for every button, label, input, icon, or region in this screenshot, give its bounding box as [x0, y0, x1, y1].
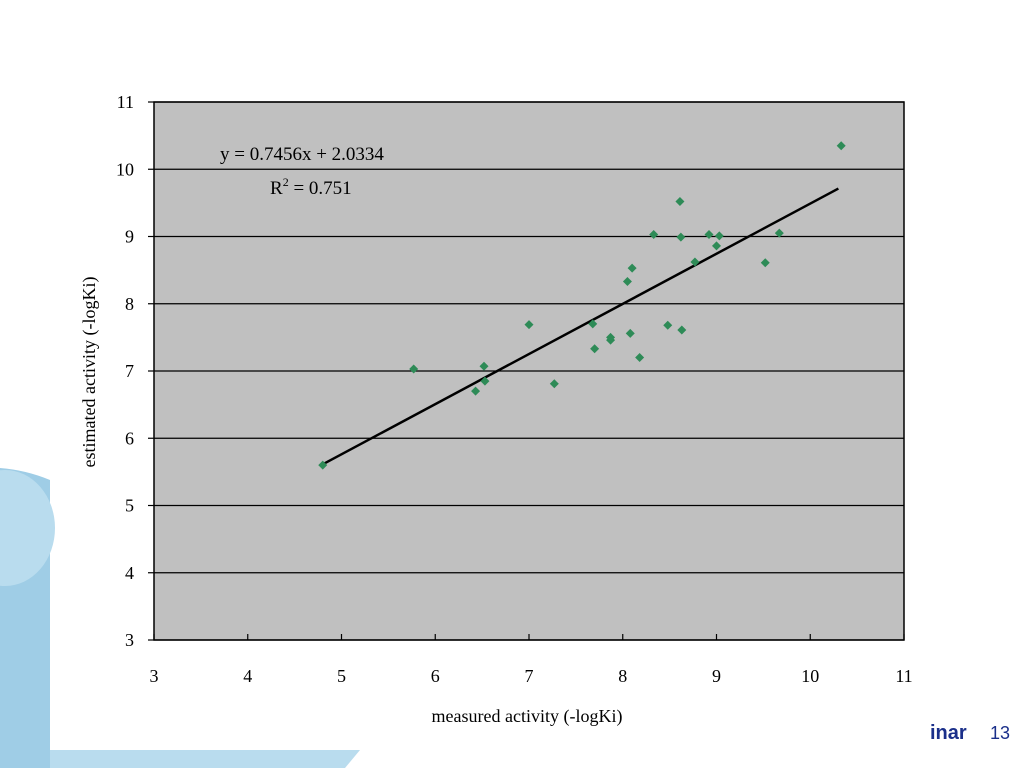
data-point: [524, 320, 534, 330]
x-tick-label-3: 3: [150, 666, 159, 686]
y-tick-label-9: 9: [125, 227, 134, 247]
data-point: [471, 386, 481, 396]
r-squared-superscript: 2: [283, 175, 289, 189]
slide-number: 13: [990, 723, 1011, 743]
decor-circle: [0, 470, 55, 586]
data-point: [549, 379, 559, 389]
y-tick-label-8: 8: [125, 294, 134, 314]
x-axis: 3 4 5 6 7 8 9 10 11: [150, 634, 913, 686]
data-point: [622, 277, 632, 287]
data-point: [663, 320, 673, 330]
data-point: [836, 141, 846, 151]
data-point: [318, 460, 328, 470]
y-tick-label-3: 3: [125, 630, 134, 650]
y-tick-label-4: 4: [125, 563, 134, 583]
y-tick-label-5: 5: [125, 496, 134, 516]
data-point: [590, 344, 600, 354]
data-point: [409, 364, 419, 374]
data-point: [479, 361, 489, 371]
x-tick-label-10: 10: [801, 666, 819, 686]
data-point: [606, 332, 616, 342]
x-tick-label-11: 11: [895, 666, 912, 686]
data-point: [712, 241, 721, 251]
data-point: [675, 197, 685, 207]
equation-label: y = 0.7456x + 2.0334: [220, 144, 384, 165]
data-points: [318, 141, 846, 470]
data-point: [627, 263, 637, 273]
y-axis-title: estimated activity (-logKi): [79, 277, 100, 468]
x-axis-title: measured activity (-logKi): [432, 706, 623, 727]
x-tick-label-8: 8: [618, 666, 627, 686]
data-point: [588, 319, 598, 329]
data-point: [690, 257, 700, 267]
y-tick-label-6: 6: [125, 428, 134, 448]
x-tick-label-6: 6: [431, 666, 440, 686]
data-point: [774, 228, 784, 238]
x-tick-label-9: 9: [712, 666, 721, 686]
decor-bottom-band: [50, 750, 360, 768]
y-tick-label-10: 10: [116, 159, 134, 179]
r-squared-label: R2 = 0.751: [270, 175, 352, 199]
data-point: [649, 229, 659, 239]
r-squared-prefix: R: [270, 178, 283, 199]
x-tick-label-4: 4: [243, 666, 252, 686]
y-tick-label-7: 7: [125, 361, 134, 381]
y-tick-label-11: 11: [117, 92, 134, 112]
data-point: [704, 229, 714, 239]
data-point: [676, 232, 686, 242]
footer-title: inar: [930, 722, 967, 744]
data-point: [760, 258, 770, 268]
data-point: [677, 325, 687, 335]
data-point: [635, 353, 645, 363]
x-tick-label-7: 7: [525, 666, 534, 686]
trendline: [322, 187, 839, 466]
data-point: [714, 231, 724, 241]
data-point: [480, 376, 490, 386]
x-tick-label-5: 5: [337, 666, 346, 686]
y-axis: 3 4 5 6 7 8 9 10 11: [116, 92, 154, 650]
r-squared-value: = 0.751: [289, 178, 352, 199]
data-point: [625, 328, 635, 338]
